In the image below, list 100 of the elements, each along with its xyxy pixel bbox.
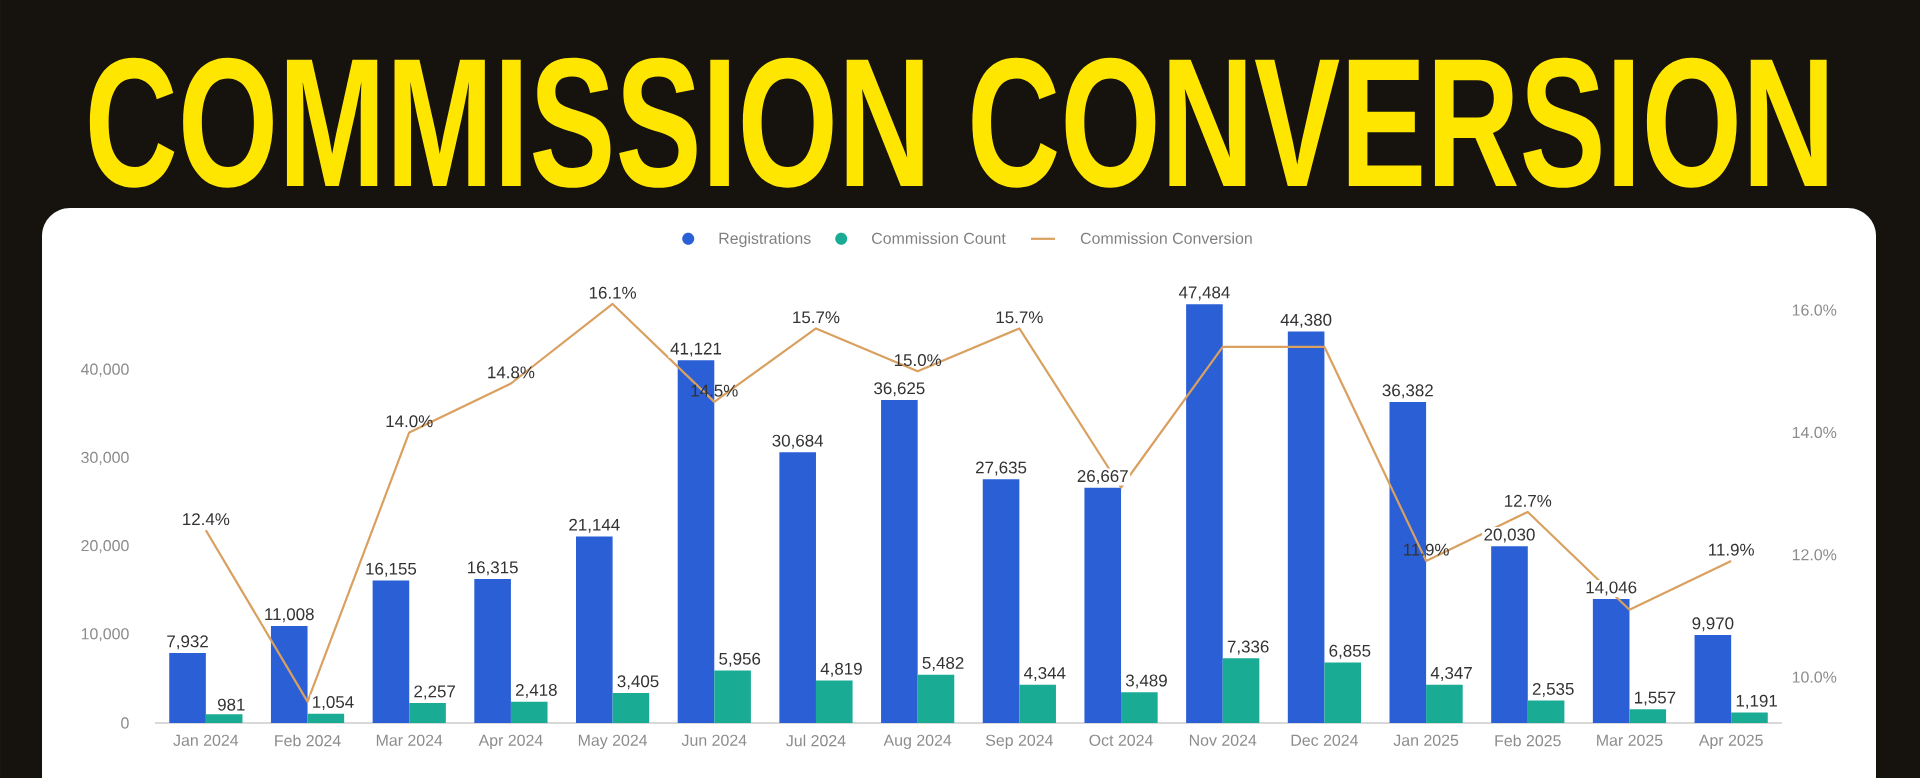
data-label: 16,155 <box>366 562 417 577</box>
y-tick-label: 20,000 <box>81 539 129 554</box>
bar <box>779 452 816 723</box>
bar <box>1121 692 1158 723</box>
bar <box>1629 709 1667 723</box>
data-label: 981 <box>217 698 245 711</box>
bar <box>474 579 511 723</box>
x-tick-label: Oct 2024 <box>1089 734 1153 746</box>
legend-label: Commission Conversion <box>1080 232 1252 244</box>
x-tick-label: Mar 2025 <box>1597 734 1663 746</box>
bar <box>169 653 206 723</box>
bar <box>1287 331 1325 723</box>
data-label: 1,557 <box>1635 691 1676 706</box>
x-tick-label: Sep 2024 <box>985 734 1053 750</box>
chart-title: COMMISSION CONVERSION <box>89 57 1827 188</box>
bar <box>372 580 410 723</box>
data-label: 27,635 <box>976 461 1027 476</box>
bar <box>1527 700 1565 723</box>
data-label: 15.7% <box>996 311 1043 324</box>
bar <box>307 713 345 723</box>
y2-tick-label: 14.0% <box>1792 426 1837 439</box>
data-label: 14.0% <box>386 415 433 428</box>
bar <box>1186 304 1223 723</box>
data-label: 41,121 <box>670 342 722 357</box>
bar <box>576 536 613 723</box>
data-label: 11.9% <box>1404 543 1449 556</box>
data-label: 36,382 <box>1382 384 1433 399</box>
x-tick-label: Jul 2024 <box>786 734 846 747</box>
y-tick-label: 30,000 <box>81 451 129 465</box>
y-tick-label: 40,000 <box>80 363 129 377</box>
data-label: 15.0% <box>894 354 942 367</box>
bar <box>982 479 1020 723</box>
data-label: 12.7% <box>1505 494 1552 507</box>
bar <box>881 399 918 723</box>
data-label: 6,855 <box>1329 644 1371 659</box>
bar <box>1084 487 1122 723</box>
bar <box>205 714 243 723</box>
x-tick-label: Feb 2025 <box>1495 734 1561 747</box>
data-label: 30,684 <box>772 434 824 449</box>
data-label: 14.5% <box>691 384 738 397</box>
data-label: 11,008 <box>265 608 314 623</box>
data-label: 7,336 <box>1227 640 1269 655</box>
data-label: 2,257 <box>414 685 455 700</box>
data-label: 12.4% <box>183 513 230 526</box>
bar <box>1491 546 1528 723</box>
y2-tick-label: 10.0% <box>1792 671 1837 683</box>
bar <box>917 674 955 723</box>
data-label: 14,046 <box>1586 581 1637 596</box>
bar <box>1324 662 1362 723</box>
bar <box>409 703 446 723</box>
x-tick-label: May 2024 <box>578 734 648 750</box>
y2-tick-label: 12.0% <box>1792 549 1837 561</box>
data-label: 5,482 <box>922 656 964 671</box>
x-tick-label: Dec 2024 <box>1291 734 1359 746</box>
x-tick-label: Jan 2024 <box>173 734 239 746</box>
data-label: 16.1% <box>589 286 637 299</box>
data-label: 2,418 <box>516 683 557 698</box>
data-label: 26,667 <box>1077 470 1128 485</box>
x-tick-label: Apr 2024 <box>478 734 543 750</box>
data-label: 11.9% <box>1709 543 1754 556</box>
bar <box>1222 658 1260 723</box>
data-label: 4,344 <box>1023 666 1066 681</box>
bar <box>612 692 650 723</box>
bar <box>510 701 548 723</box>
data-label: 1,054 <box>313 695 354 710</box>
data-label: 3,405 <box>617 675 659 690</box>
data-label: 44,380 <box>1280 313 1332 328</box>
legend-label: Commission Count <box>872 232 1006 244</box>
y2-tick-label: 16.0% <box>1792 304 1837 316</box>
legend-label: Registrations <box>719 232 811 248</box>
x-tick-label: Jan 2025 <box>1393 734 1459 746</box>
bar <box>1426 684 1463 723</box>
data-label: 5,956 <box>719 652 761 667</box>
bar <box>714 670 751 723</box>
x-tick-label: Nov 2024 <box>1189 734 1257 746</box>
x-tick-label: Jun 2024 <box>681 734 747 746</box>
y-tick-label: 0 <box>121 717 129 729</box>
data-label: 4,819 <box>820 662 862 677</box>
bar <box>1019 684 1056 723</box>
data-label: 47,484 <box>1178 286 1230 301</box>
data-label: 21,144 <box>569 518 620 533</box>
data-label: 1,191 <box>1736 694 1777 709</box>
data-label: 36,625 <box>874 382 925 397</box>
data-label: 3,489 <box>1125 674 1167 689</box>
bar <box>1694 635 1732 723</box>
data-label: 7,932 <box>167 635 208 650</box>
x-tick-label: Mar 2024 <box>376 734 443 746</box>
bar <box>1731 712 1768 723</box>
data-label: 4,347 <box>1430 666 1472 681</box>
y-tick-label: 10,000 <box>81 628 129 642</box>
x-tick-label: Aug 2024 <box>883 734 952 750</box>
data-label: 2,535 <box>1532 682 1574 697</box>
bar <box>815 680 853 723</box>
data-label: 15.7% <box>793 311 840 324</box>
data-label: 16,315 <box>468 561 518 576</box>
data-label: 20,030 <box>1484 528 1535 543</box>
x-tick-label: Feb 2024 <box>275 734 341 747</box>
x-tick-label: Apr 2025 <box>1698 734 1763 750</box>
data-label: 9,970 <box>1692 617 1734 632</box>
bar <box>270 625 308 723</box>
